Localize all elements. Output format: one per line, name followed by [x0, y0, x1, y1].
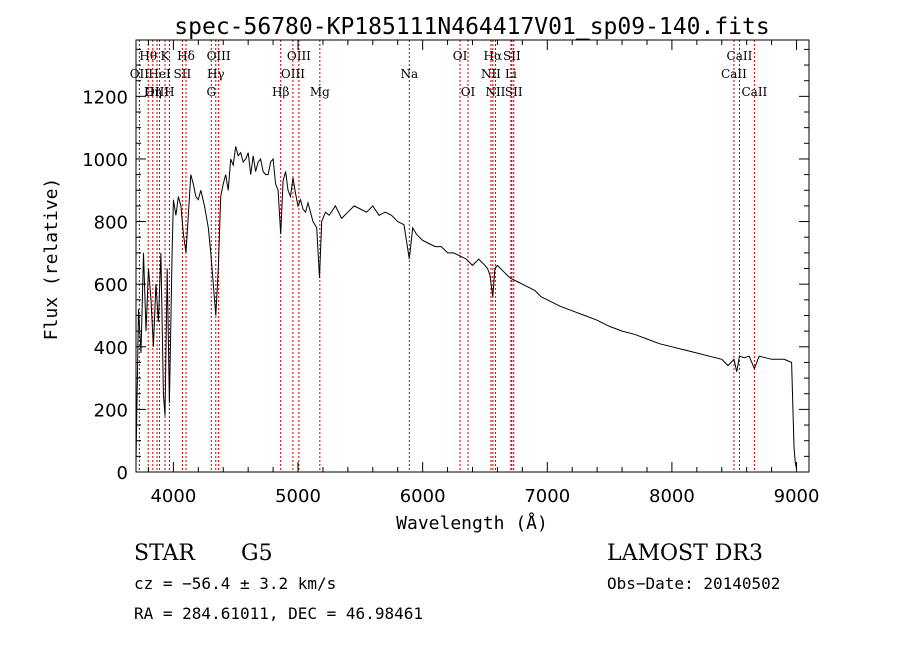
line-marker-label: Hη	[144, 85, 162, 99]
line-marker-label: K	[161, 49, 171, 63]
x-tick-label: 6000	[400, 486, 446, 507]
x-tick-label: 7000	[524, 486, 570, 507]
survey-name: LAMOST DR3	[607, 541, 763, 566]
x-tick-label: 9000	[774, 486, 820, 507]
line-marker-label: Li	[505, 67, 517, 81]
line-marker-label: Hγ	[207, 67, 225, 81]
y-axis-label: Flux (relative)	[41, 178, 62, 341]
line-marker-label: Hβ	[272, 85, 289, 99]
chart-title: spec-56780-KP185111N464417V01_sp09-140.f…	[174, 14, 769, 40]
line-marker-label: OIII	[207, 49, 231, 63]
y-tick-label: 800	[94, 213, 128, 234]
object-class: STAR	[134, 541, 196, 566]
y-tick-label: 1200	[82, 87, 128, 108]
line-marker-label: Hδ	[177, 49, 195, 63]
line-marker-label: H	[164, 85, 174, 99]
line-marker-label: Hα	[484, 49, 503, 63]
line-marker-label: OI	[461, 85, 476, 99]
x-tick-label: 4000	[150, 486, 196, 507]
line-marker-label: NII	[481, 67, 501, 81]
emission-absorption-line-markers	[138, 40, 755, 472]
line-marker-label: CaII	[727, 49, 753, 63]
observation-date: Obs−Date: 20140502	[607, 574, 780, 593]
line-marker-label: NII	[485, 85, 505, 99]
x-tick-label: 8000	[649, 486, 695, 507]
x-axis-label: Wavelength (Å)	[396, 512, 548, 534]
spectrum-line	[135, 146, 797, 469]
line-marker-label: OII	[130, 67, 150, 81]
line-marker-label: OIII	[281, 67, 305, 81]
x-tick-label: 5000	[275, 486, 321, 507]
y-tick-label: 0	[117, 463, 128, 484]
line-marker-label: Mg	[310, 85, 330, 99]
line-marker-label: G	[206, 85, 216, 99]
line-marker-label: Na	[400, 67, 418, 81]
line-marker-label: OI	[453, 49, 468, 63]
line-marker-label: CaII	[741, 85, 767, 99]
line-marker-label: SII	[505, 85, 523, 99]
line-marker-label: SII	[174, 67, 192, 81]
line-marker-label: OIII	[145, 85, 169, 99]
line-marker-label: OIII	[287, 49, 311, 63]
y-tick-label: 1000	[82, 150, 128, 171]
line-marker-label: Hθ	[139, 49, 157, 63]
redshift-cz: cz = −56.4 ± 3.2 km/s	[134, 574, 336, 593]
object-subclass: G5	[241, 541, 273, 566]
y-tick-label: 200	[94, 400, 128, 421]
line-marker-label: HeI	[148, 67, 171, 81]
coordinates: RA = 284.61011, DEC = 46.98461	[134, 604, 423, 623]
y-tick-label: 600	[94, 275, 128, 296]
y-tick-label: 400	[94, 338, 128, 359]
plot-frame	[135, 39, 810, 473]
line-marker-label: CaII	[721, 67, 747, 81]
y-axis-ticks: 0 200 400 600 800 1000 1200	[82, 48, 809, 484]
x-axis-ticks: 4000 5000 6000 7000 8000 9000	[147, 40, 820, 507]
line-marker-label: SII	[503, 49, 521, 63]
